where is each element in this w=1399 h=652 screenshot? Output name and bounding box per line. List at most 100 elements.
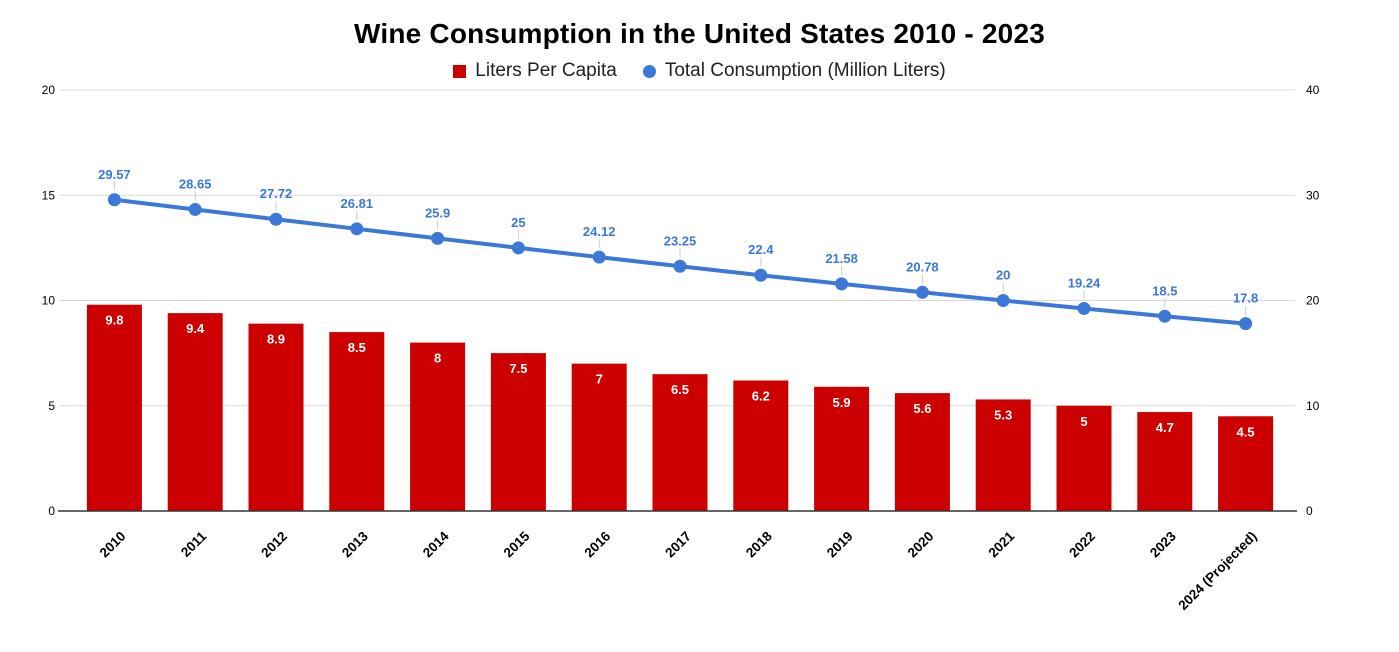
x-axis-category-label: 2015 <box>501 528 533 560</box>
bar-value-label: 8.5 <box>348 340 366 355</box>
line-value-label: 20 <box>996 268 1010 283</box>
bar[interactable] <box>248 323 304 511</box>
right-axis-labels: 0 10 20 30 40 <box>1306 83 1320 518</box>
bar-value-label: 9.8 <box>105 313 123 328</box>
left-axis-tick-label: 20 <box>42 83 56 97</box>
line-value-label: 27.72 <box>260 186 293 201</box>
x-axis-category-label: 2016 <box>581 528 613 560</box>
bar-value-label: 7.5 <box>509 361 527 376</box>
bar-value-label: 8 <box>434 351 441 366</box>
bar[interactable] <box>490 353 546 511</box>
bar-value-label: 5.6 <box>913 401 931 416</box>
bar-series-swatch-icon <box>453 64 467 78</box>
x-axis-category-label: 2010 <box>97 529 129 561</box>
line-value-label: 25 <box>511 215 525 230</box>
line-value-label: 26.81 <box>341 196 374 211</box>
x-axis-category-label: 2024 (Projected) <box>1175 529 1259 613</box>
bar[interactable] <box>652 374 708 511</box>
bar[interactable] <box>1218 416 1274 511</box>
right-axis-tick-label: 20 <box>1306 294 1320 308</box>
line-value-label: 19.24 <box>1068 275 1101 290</box>
legend: Liters Per Capita Total Consumption (Mil… <box>0 60 1399 82</box>
bar-value-label: 6.5 <box>671 382 689 397</box>
left-axis-tick-label: 5 <box>48 399 55 413</box>
line-point[interactable] <box>835 277 849 291</box>
bar-series: 9.8 9.4 8.9 8.5 8 7.5 7 6.5 6.2 5.9 5.6 5.3 5 4.7 4.5 <box>86 304 1274 511</box>
bar[interactable] <box>1056 405 1112 511</box>
bar-value-label: 9.4 <box>186 321 205 336</box>
line-value-label: 17.8 <box>1233 291 1258 306</box>
x-axis-category-label: 2011 <box>178 528 210 560</box>
bar[interactable] <box>814 386 870 511</box>
line-point[interactable] <box>673 259 687 273</box>
bar[interactable] <box>329 332 385 511</box>
bar-value-label: 5.9 <box>833 395 851 410</box>
bar[interactable] <box>1137 412 1193 511</box>
bar[interactable] <box>410 342 466 511</box>
x-axis-category-label: 2019 <box>824 529 856 561</box>
x-axis-category-label: 2014 <box>420 528 452 560</box>
bar-value-label: 8.9 <box>267 332 285 347</box>
bar[interactable] <box>571 363 627 511</box>
line-point[interactable] <box>996 294 1010 307</box>
bar-value-label: 4.5 <box>1237 424 1255 439</box>
x-axis-category-label: 2012 <box>258 529 290 561</box>
left-axis-tick-label: 0 <box>48 504 55 518</box>
line-value-label: 25.9 <box>425 205 450 220</box>
legend-label-line: Total Consumption (Million Liters) <box>664 60 946 81</box>
line-series: 29.57 28.65 27.72 26.81 25.9 25 24.12 23.25 22.4… <box>98 167 1258 331</box>
line-point[interactable] <box>1077 301 1091 315</box>
right-axis-tick-label: 40 <box>1306 83 1320 97</box>
legend-item-line[interactable]: Total Consumption (Million Liters) <box>642 60 946 82</box>
left-axis-labels: 0 5 10 15 20 <box>42 83 56 518</box>
bar[interactable] <box>975 399 1031 511</box>
bar[interactable] <box>894 393 950 511</box>
line-value-label: 28.65 <box>179 176 212 191</box>
bar-value-label: 6.2 <box>752 388 770 403</box>
x-axis-category-label: 2020 <box>905 529 937 561</box>
legend-label-bars: Liters Per Capita <box>475 60 617 81</box>
line-point[interactable] <box>107 193 121 207</box>
line-point[interactable] <box>915 285 929 299</box>
right-axis-tick-label: 10 <box>1306 399 1320 413</box>
line-point[interactable] <box>592 250 606 264</box>
bar-value-label: 5.3 <box>994 407 1012 422</box>
line-point[interactable] <box>754 268 768 282</box>
bar[interactable] <box>733 380 789 511</box>
x-axis-category-label: 2017 <box>662 529 694 561</box>
line-value-label: 20.78 <box>906 259 939 274</box>
line-value-label: 29.57 <box>98 167 131 182</box>
line-value-label: 21.58 <box>825 251 858 266</box>
bar[interactable] <box>86 304 142 511</box>
bar-value-label: 7 <box>596 372 603 387</box>
line-point[interactable] <box>511 241 525 255</box>
line-point[interactable] <box>188 202 202 216</box>
x-axis-category-label: 2022 <box>1066 529 1098 561</box>
left-axis-tick-label: 15 <box>42 188 56 202</box>
line-value-label: 22.4 <box>748 242 774 257</box>
x-axis-category-label: 2013 <box>339 528 371 560</box>
right-axis-tick-label: 0 <box>1306 504 1313 518</box>
line-value-label: 24.12 <box>583 224 616 239</box>
line-value-label: 18.5 <box>1152 283 1177 298</box>
legend-item-bars[interactable]: Liters Per Capita <box>453 60 617 82</box>
line-point[interactable] <box>269 212 283 226</box>
line-point[interactable] <box>431 231 445 245</box>
chart-title: Wine Consumption in the United States 20… <box>353 18 1045 49</box>
left-axis-tick-label: 10 <box>42 294 56 308</box>
line-series-swatch-icon <box>642 64 656 78</box>
bar-value-label: 4.7 <box>1156 420 1174 435</box>
line-point[interactable] <box>350 222 364 236</box>
bar-value-label: 5 <box>1080 414 1087 429</box>
x-axis-labels: 2010 2011 2012 2013 2014 2015 2016 2017 2018 2019… <box>97 528 1260 613</box>
x-axis-category-label: 2023 <box>1147 528 1179 560</box>
bar[interactable] <box>167 313 223 511</box>
right-axis-tick-label: 30 <box>1306 188 1320 202</box>
x-axis-category-label: 2021 <box>985 528 1017 560</box>
line-point[interactable] <box>1239 317 1253 331</box>
line-point[interactable] <box>1158 309 1172 323</box>
x-axis-category-label: 2018 <box>743 528 775 560</box>
line-value-label: 23.25 <box>664 233 697 248</box>
